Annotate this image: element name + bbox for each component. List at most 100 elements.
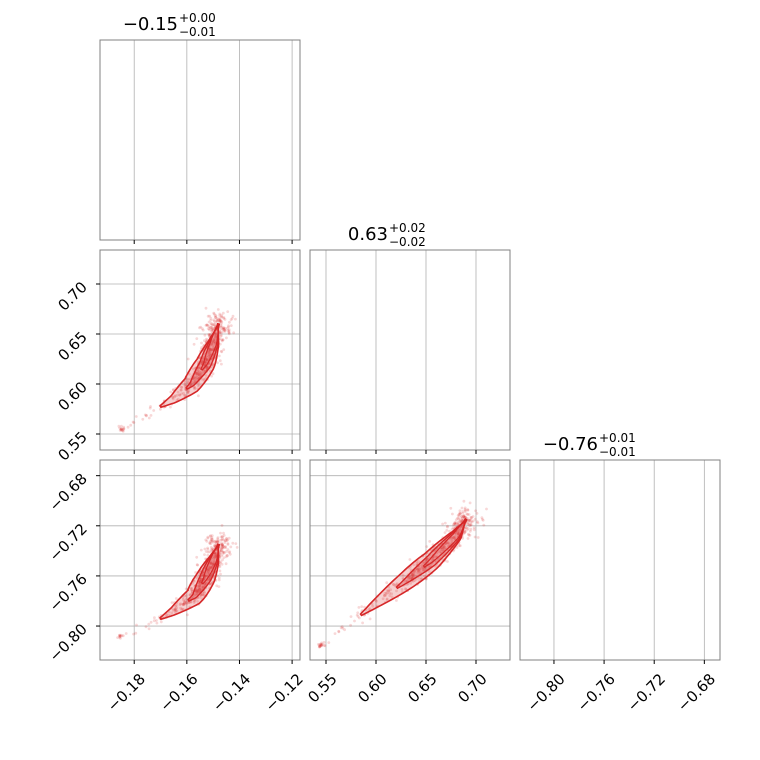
scatter-point bbox=[462, 514, 466, 518]
scatter-point bbox=[210, 348, 214, 352]
scatter-point bbox=[148, 406, 152, 410]
scatter-point bbox=[183, 382, 187, 386]
scatter-point bbox=[196, 592, 199, 595]
scatter-point bbox=[395, 599, 398, 602]
panel-frame bbox=[99, 459, 301, 661]
scatter-point bbox=[394, 583, 398, 587]
scatter-point bbox=[208, 347, 211, 351]
scatter-point bbox=[197, 370, 201, 373]
scatter-point bbox=[458, 544, 462, 548]
scatter-point bbox=[349, 615, 353, 618]
scatter-point bbox=[192, 376, 196, 380]
scatter-point bbox=[415, 577, 418, 581]
scatter-point bbox=[210, 340, 214, 343]
scatter-point bbox=[185, 597, 188, 601]
scatter-point bbox=[204, 538, 208, 542]
scatter-point bbox=[458, 512, 462, 516]
scatter-point bbox=[185, 600, 188, 604]
scatter-point bbox=[196, 563, 200, 567]
scatter-point bbox=[467, 519, 471, 522]
scatter-point bbox=[118, 634, 122, 638]
scatter-point bbox=[195, 372, 199, 376]
scatter-point bbox=[210, 562, 214, 565]
scatter-point bbox=[207, 350, 210, 354]
scatter-point bbox=[199, 372, 203, 376]
scatter-point bbox=[211, 372, 215, 376]
scatter-point bbox=[210, 322, 214, 326]
scatter-point bbox=[147, 416, 151, 420]
scatter-point bbox=[222, 551, 226, 555]
scatter-point bbox=[190, 587, 194, 590]
scatter-point bbox=[210, 539, 214, 543]
scatter-point bbox=[214, 316, 218, 319]
x-tick-label: 0.55 bbox=[304, 670, 340, 706]
scatter-point bbox=[210, 342, 214, 346]
scatter-point bbox=[214, 554, 218, 558]
contour-inner bbox=[200, 543, 220, 585]
scatter-point bbox=[210, 559, 214, 563]
scatter-point bbox=[451, 512, 454, 516]
scatter-point bbox=[463, 530, 467, 533]
scatter-point bbox=[196, 384, 200, 387]
scatter-point bbox=[203, 361, 207, 365]
scatter-point bbox=[213, 544, 217, 548]
scatter-point bbox=[446, 525, 449, 529]
scatter-point bbox=[173, 610, 177, 614]
scatter-point bbox=[118, 633, 121, 637]
scatter-point bbox=[204, 360, 207, 364]
scatter-point bbox=[208, 333, 212, 337]
scatter-point bbox=[320, 641, 324, 645]
scatter-point bbox=[207, 325, 211, 328]
scatter-point bbox=[221, 544, 224, 548]
scatter-point bbox=[463, 510, 467, 514]
scatter-point bbox=[450, 527, 454, 531]
scatter-point bbox=[174, 608, 177, 611]
scatter-point bbox=[118, 635, 121, 639]
scatter-point bbox=[218, 342, 222, 346]
scatter-point bbox=[221, 546, 224, 549]
scatter-point bbox=[222, 556, 226, 559]
scatter-point bbox=[437, 550, 441, 553]
scatter-point bbox=[217, 576, 221, 580]
scatter-point bbox=[220, 562, 224, 566]
scatter-point bbox=[183, 384, 187, 388]
scatter-point bbox=[143, 413, 147, 417]
scatter-point bbox=[195, 589, 199, 593]
ticks bbox=[96, 475, 293, 664]
panel-0-2 bbox=[96, 459, 301, 664]
scatter-point bbox=[461, 516, 464, 520]
scatter-point bbox=[198, 587, 202, 591]
grid-lines bbox=[133, 40, 293, 240]
scatter-point bbox=[202, 377, 206, 381]
scatter-point bbox=[226, 548, 230, 551]
scatter-point bbox=[212, 338, 216, 342]
scatter-point bbox=[212, 345, 215, 349]
scatter-point bbox=[213, 319, 216, 323]
scatter-point bbox=[386, 591, 389, 595]
scatter-point bbox=[222, 330, 225, 333]
scatter-point bbox=[203, 547, 207, 551]
scatter-point bbox=[131, 420, 135, 424]
param-title-sub-2: −0.01 bbox=[599, 445, 636, 459]
scatter-point bbox=[468, 518, 471, 522]
scatter-point bbox=[122, 425, 126, 429]
scatter-point bbox=[206, 571, 209, 575]
scatter-point bbox=[443, 547, 446, 551]
scatter-point bbox=[118, 634, 122, 638]
scatter-point bbox=[119, 428, 123, 432]
scatter-point bbox=[466, 527, 470, 530]
scatter-point bbox=[122, 427, 126, 431]
scatter-point bbox=[229, 324, 233, 327]
scatter-point bbox=[428, 540, 432, 543]
scatter-point bbox=[208, 567, 212, 571]
scatter-point bbox=[220, 313, 224, 317]
scatter-point bbox=[475, 520, 479, 524]
scatter-point bbox=[200, 586, 204, 590]
scatter-point bbox=[317, 643, 320, 646]
y-tick-label: 0.55 bbox=[54, 428, 90, 464]
scatter-point bbox=[189, 600, 193, 604]
scatter-point bbox=[404, 579, 407, 583]
scatter-point bbox=[180, 386, 183, 389]
param-title-sub-1: −0.02 bbox=[389, 235, 426, 249]
scatter-point bbox=[463, 529, 467, 532]
